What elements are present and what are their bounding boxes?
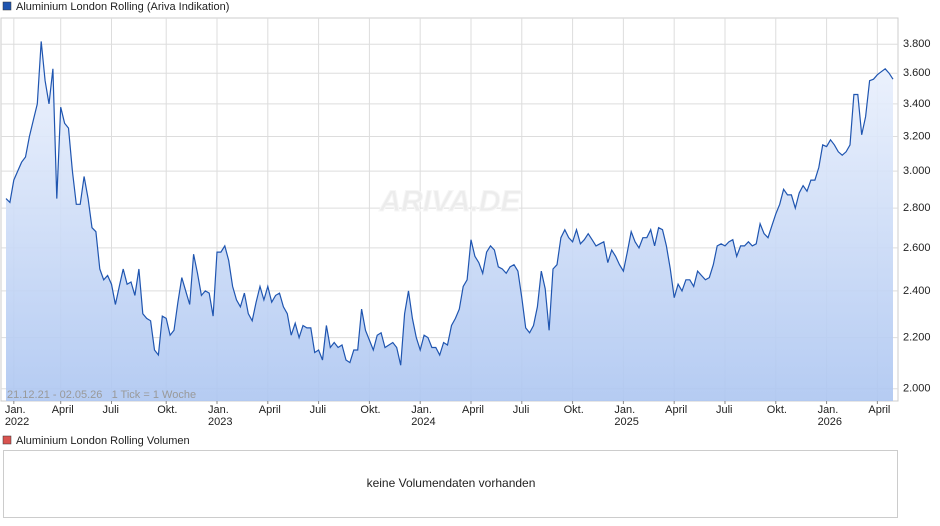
x-tick-label: Okt.	[766, 404, 787, 416]
y-tick-label: 3.000	[903, 165, 931, 177]
x-tick-label: Okt.	[157, 404, 178, 416]
y-tick-label: 2.400	[903, 285, 931, 297]
area	[6, 41, 893, 402]
legend-label: Aluminium London Rolling Volumen	[16, 435, 190, 447]
x-tick-label: Okt.	[563, 404, 584, 416]
note: 21.12.21 - 02.05.26 1 Tick = 1 Woche	[7, 389, 196, 401]
x-tick-label: April	[258, 404, 281, 416]
legend-swatch	[2, 1, 12, 11]
x-tick-label: Jan. 2022	[4, 404, 30, 428]
x-tick-label: April	[461, 404, 484, 416]
x-tick-label: Juli	[715, 404, 733, 416]
x-tick-label: Juli	[512, 404, 530, 416]
x-tick-label: April	[868, 404, 891, 416]
y-tick-label: 2.800	[903, 202, 931, 214]
x-tick-label: Jan. 2026	[817, 404, 843, 428]
volume-message: keine Volumendaten vorhanden	[367, 476, 536, 490]
x-tick-label: April	[665, 404, 688, 416]
y-tick-label: 3.600	[903, 67, 931, 79]
legend-swatch	[2, 435, 12, 445]
x-tick-label: Jan. 2023	[208, 404, 233, 428]
x-tick-label: Okt.	[360, 404, 381, 416]
x-tick-label: Juli	[309, 404, 327, 416]
y-tick-label: 2.600	[903, 242, 931, 254]
y-tick-label: 3.200	[903, 130, 931, 142]
y-tick-label: 3.800	[903, 38, 931, 50]
x-tick-label: Juli	[102, 404, 120, 416]
watermark: ARIVA.DE	[378, 185, 521, 218]
x-tick-label: Jan. 2024	[411, 404, 436, 428]
y-tick-label: 2.200	[903, 332, 931, 344]
line	[5, 41, 894, 366]
y-tick-label: 3.400	[903, 98, 931, 110]
legend-label: Aluminium London Rolling (Ariva Indikati…	[16, 1, 229, 13]
y-tick-label: 2.000	[903, 383, 931, 395]
x-tick-label: April	[51, 404, 74, 416]
volume-panel	[3, 450, 898, 518]
x-tick-label: Jan. 2025	[614, 404, 639, 428]
